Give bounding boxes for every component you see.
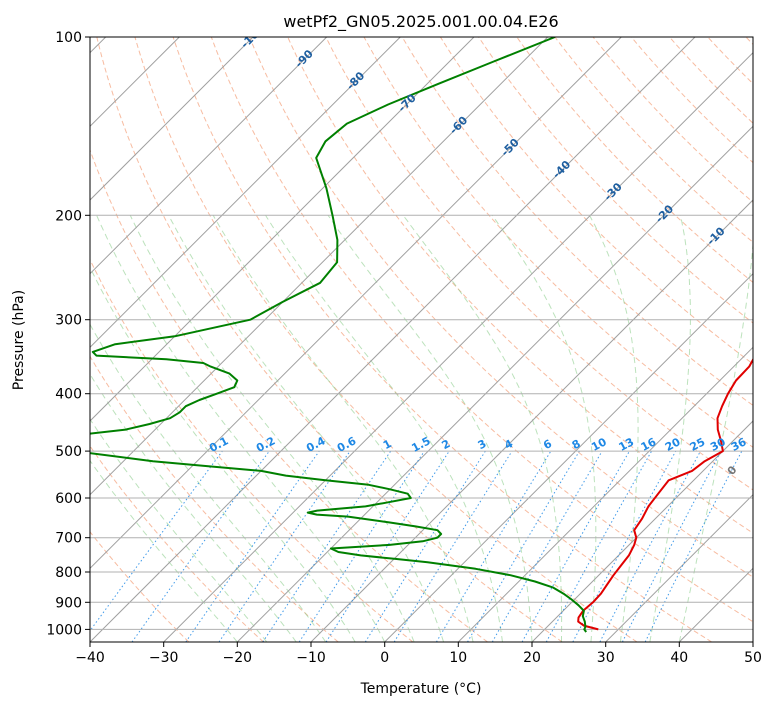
moist-adiabat-line (90, 459, 238, 642)
x-axis-label: Temperature (°C) (360, 681, 482, 697)
moist-adiabat-line (212, 215, 474, 642)
mixing-ratio-label: 36 (729, 435, 749, 454)
isotherm-line (531, 420, 753, 642)
dry-adiabat-line (90, 258, 414, 642)
dewpoint-line (90, 37, 588, 633)
dry-adiabat-line (90, 531, 190, 642)
isotherm-line (90, 37, 622, 570)
moist-adiabat-line (678, 238, 753, 642)
mixing-ratio-label: 20 (663, 435, 683, 454)
dry-adiabat-line (90, 148, 488, 642)
isotherm-line (457, 346, 753, 642)
mixing-ratio-line (572, 450, 677, 642)
dry-adiabat-line (325, 37, 753, 491)
isotherm-line (90, 37, 328, 275)
isotherm-line (90, 37, 696, 642)
y-tick-label: 700 (55, 531, 82, 547)
moist-adiabat-line (589, 215, 639, 642)
x-tick-label: −30 (149, 650, 179, 666)
dry-adiabat-line (96, 37, 563, 642)
mixing-ratio-line (393, 450, 513, 642)
isotherm-line (310, 199, 753, 642)
isotherm-line (384, 272, 753, 642)
moist-adiabat-line (491, 215, 597, 642)
mixing-ratio-label: 30 (708, 435, 728, 454)
x-tick-label: 10 (449, 650, 467, 666)
x-tick-label: 20 (523, 650, 541, 666)
y-axis-label: Pressure (hPa) (11, 290, 27, 390)
mixing-ratio-line (218, 450, 351, 642)
dry-adiabat-line (363, 37, 753, 448)
dry-adiabat-line (478, 37, 753, 324)
mixing-ratio-line (545, 450, 653, 642)
temperature-line (577, 357, 753, 631)
chart-title: wetPf2_GN05.2025.001.00.04.E26 (283, 12, 558, 32)
x-tick-label: −40 (75, 650, 105, 666)
mixing-ratio-label: 10 (589, 435, 609, 454)
mixing-ratio-line (90, 450, 223, 632)
y-tick-label: 300 (55, 313, 82, 329)
isotherm-line (605, 493, 753, 642)
isotherm-line (90, 37, 475, 422)
isotherm-line (236, 125, 753, 642)
mixing-ratio-label: 16 (639, 435, 659, 454)
y-tick-label: 600 (55, 491, 82, 507)
moist-adiabat-line (649, 215, 691, 642)
moist-adiabat-line (168, 215, 445, 642)
isotherm-line (90, 37, 401, 349)
dry-adiabat-line (172, 37, 712, 642)
dry-adiabat-line (516, 37, 753, 284)
mixing-ratio-line (435, 450, 552, 642)
mixing-ratio-line (491, 450, 603, 642)
x-tick-label: 50 (744, 650, 762, 666)
moist-adiabat-line (327, 215, 533, 642)
dry-adiabat-line (134, 37, 638, 642)
y-tick-label: 500 (55, 444, 82, 460)
x-tick-label: 30 (597, 650, 615, 666)
mixing-ratio-label: 13 (617, 435, 637, 454)
mixing-ratio-line (467, 450, 580, 642)
mixing-ratio-line (325, 450, 450, 642)
x-tick-label: −10 (296, 650, 326, 666)
isotherm-line (163, 51, 753, 642)
isotherm-line (90, 37, 549, 496)
mixing-ratio-line (521, 450, 630, 642)
mixing-ratio-line (131, 450, 270, 642)
y-tick-label: 100 (55, 30, 82, 46)
profile-lines (90, 37, 753, 633)
mixing-ratio-line (364, 450, 486, 642)
mixing-ratio-line (185, 450, 320, 642)
moist-adiabat-line (90, 323, 327, 642)
mixing-ratio-label: 25 (688, 435, 708, 454)
axes: −40 −30 −20 −10 0 10 20 30 40 50 100 200 300 400 500 60… (46, 30, 762, 666)
moist-adiabat-line (90, 418, 268, 642)
moist-adiabat-line (402, 215, 563, 642)
moist-adiabat-line (96, 215, 386, 642)
dry-adiabat-line (287, 37, 753, 534)
isobar-gridlines (90, 37, 753, 630)
y-tick-label: 200 (55, 208, 82, 224)
y-tick-label: 1000 (46, 622, 82, 638)
x-tick-label: −20 (223, 650, 253, 666)
dry-adiabat-line (90, 355, 339, 642)
plot-frame (89, 36, 754, 643)
isotherm-line (90, 37, 254, 201)
y-tick-label: 400 (55, 387, 82, 403)
dry-adiabat-line (592, 37, 753, 203)
x-tick-label: 40 (670, 650, 688, 666)
y-tick-label: 900 (55, 595, 82, 611)
moist-adiabat-line (129, 215, 415, 642)
x-tick-label: 0 (380, 650, 389, 666)
dry-adiabat-line (401, 37, 753, 406)
y-tick-label: 800 (55, 565, 82, 581)
